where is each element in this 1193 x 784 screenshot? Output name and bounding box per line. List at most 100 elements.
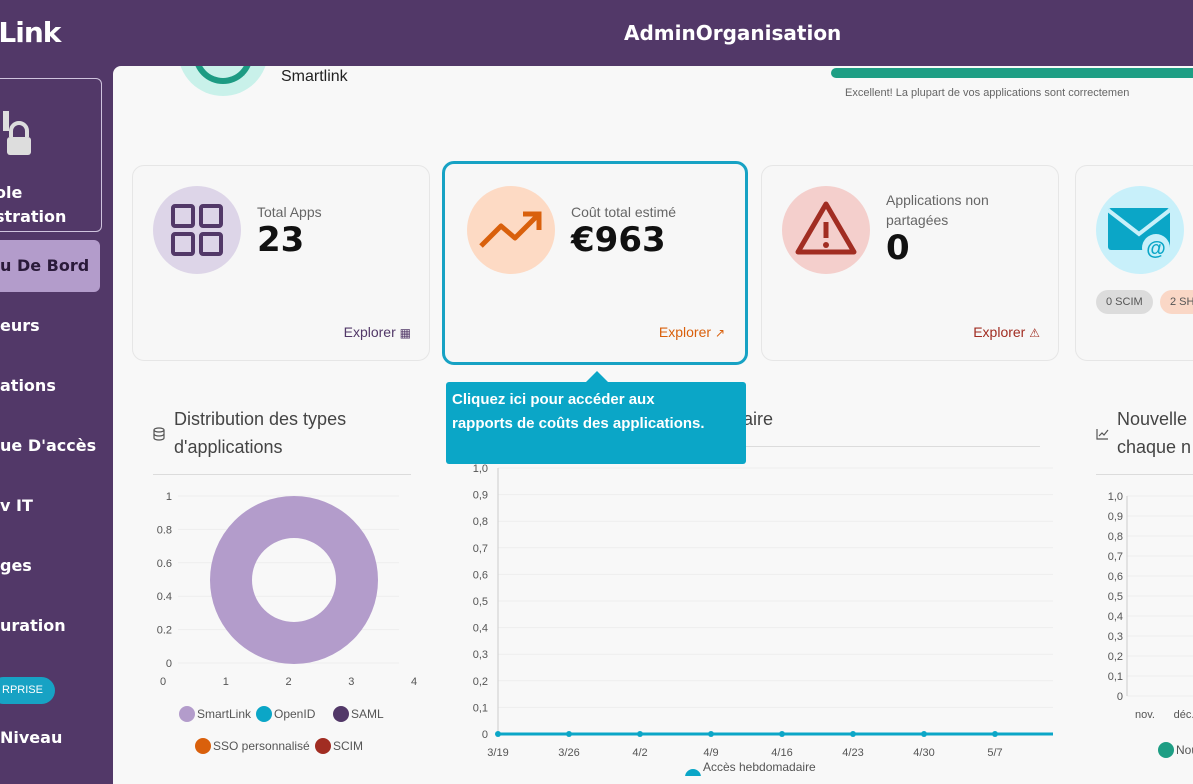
distribution-chart-title: Distribution des types d'applications xyxy=(174,409,347,457)
x-tick-label: 3/26 xyxy=(558,747,579,759)
sidebar-item-access-history[interactable]: ue D'accès xyxy=(0,436,97,455)
y-tick-label: 0,6 xyxy=(1108,571,1123,583)
sidebar: ole stration u De Bord eurs ations ue D'a… xyxy=(0,66,113,784)
trending-up-icon xyxy=(479,211,542,248)
distribution-chart: 0 0.2 0.4 0.6 0.8 1 0 1 2 3 4 SmartLink OpenID SAML SS… xyxy=(157,491,417,754)
y-tick-label: 0,4 xyxy=(1108,611,1123,623)
grid-small-icon: ▦ xyxy=(399,326,411,340)
y-tick-label: 0 xyxy=(1117,691,1123,703)
legend-marker xyxy=(315,738,331,754)
y-tick-label: 0,3 xyxy=(1108,631,1123,643)
y-tick-label: 0,6 xyxy=(473,569,488,581)
y-tick-label: 1,0 xyxy=(473,463,488,475)
legend-marker xyxy=(179,706,195,722)
y-tick-label: 0,1 xyxy=(1108,671,1123,683)
y-tick-label: 0,2 xyxy=(1108,651,1123,663)
x-tick-label: 2 xyxy=(285,676,291,688)
new-apps-chart: 0 0,1 0,2 0,3 0,4 0,5 0,6 0,7 0,8 0,9 1,0 nov. déc. N… xyxy=(1108,491,1193,758)
unshared-apps-card[interactable]: Applications non partagées 0 Explorer ⚠ xyxy=(761,165,1059,361)
health-progress-bar xyxy=(831,68,1193,78)
divider xyxy=(153,474,411,475)
unshared-apps-value: 0 xyxy=(886,228,910,268)
y-tick-label: 0,9 xyxy=(1108,511,1123,523)
unshared-apps-label: Applications non partagées xyxy=(886,192,989,228)
x-tick-label: déc. xyxy=(1174,709,1193,721)
grid-icon xyxy=(171,204,223,256)
unshared-apps-explore-link[interactable]: Explorer ⚠ xyxy=(973,324,1040,340)
legend-label: SSO personnalisé xyxy=(213,739,310,753)
data-point xyxy=(850,731,856,737)
legend-marker xyxy=(256,706,272,722)
sidebar-item-users[interactable]: eurs xyxy=(0,316,40,335)
y-tick-label: 0,4 xyxy=(473,623,488,635)
sidebar-item-messages[interactable]: ges xyxy=(0,556,32,575)
total-cost-card[interactable]: Coût total estimé €963 Explorer ↗ xyxy=(442,161,748,365)
provisioning-card[interactable]: @ 0 SCIM 2 SH xyxy=(1075,165,1193,361)
y-tick-label: 0.2 xyxy=(157,625,172,637)
x-tick-label: 3 xyxy=(348,676,354,688)
y-tick-label: 0,5 xyxy=(473,596,488,608)
lock-icon xyxy=(3,111,31,155)
y-tick-label: 1,0 xyxy=(1108,491,1123,503)
total-apps-explore-link[interactable]: Explorer ▦ xyxy=(343,324,411,340)
x-tick-label: 4/30 xyxy=(913,747,934,759)
warning-icon-circle xyxy=(782,186,870,274)
legend-marker xyxy=(1158,742,1174,758)
warning-small-icon: ⚠ xyxy=(1029,326,1040,340)
legend-marker xyxy=(685,769,701,776)
legend-label: SmartLink xyxy=(197,707,252,721)
sidebar-item-shadow-it[interactable]: v IT xyxy=(0,496,33,515)
legend-marker xyxy=(333,706,349,722)
y-tick-label: 0 xyxy=(482,729,488,741)
mail-at-icon: @ xyxy=(1106,208,1172,262)
y-tick-label: 0,8 xyxy=(473,516,488,528)
tooltip-text: Cliquez ici pour accéder aux rapports de… xyxy=(452,391,705,432)
y-tick-label: 0 xyxy=(166,658,172,670)
line-chart-icon xyxy=(1096,429,1109,440)
database-icon xyxy=(153,427,165,441)
data-point xyxy=(921,731,927,737)
svg-text:@: @ xyxy=(1146,238,1166,260)
y-tick-label: 0,8 xyxy=(1108,531,1123,543)
data-point xyxy=(708,731,714,737)
sidebar-item-dashboard[interactable]: u De Bord xyxy=(0,240,100,292)
app-title: AdminOrganisation xyxy=(624,21,842,45)
y-tick-label: 0,3 xyxy=(473,649,488,661)
enterprise-badge[interactable]: RPRISE xyxy=(0,677,55,704)
total-cost-explore-link[interactable]: Explorer ↗ xyxy=(658,324,725,340)
total-cost-value: €963 xyxy=(571,220,666,260)
grid-icon-circle xyxy=(153,186,241,274)
legend-label: Nou xyxy=(1176,743,1193,757)
mail-icon-circle: @ xyxy=(1096,186,1184,274)
y-tick-label: 0.6 xyxy=(157,558,172,570)
sidebar-item-configuration[interactable]: uration xyxy=(0,616,66,635)
y-tick-label: 0,9 xyxy=(473,490,488,502)
sidebar-item-applications[interactable]: ations xyxy=(0,376,56,395)
legend-label: SCIM xyxy=(333,739,363,753)
legend-label: SAML xyxy=(351,707,384,721)
x-tick-label: 4/2 xyxy=(632,747,647,759)
trend-icon-circle xyxy=(467,186,555,274)
total-apps-card[interactable]: Total Apps 23 Explorer ▦ xyxy=(132,165,430,361)
divider xyxy=(1096,474,1193,475)
data-point xyxy=(495,731,501,737)
weekly-access-chart: 0 0,1 0,2 0,3 0,4 0,5 0,6 0,7 0,8 0,9 1,0 3/19 3/26 4… xyxy=(473,463,1053,776)
sso-badge: 2 SH xyxy=(1160,290,1193,314)
sidebar-item-upgrade[interactable]: Niveau xyxy=(0,728,63,747)
legend-marker xyxy=(195,738,211,754)
y-tick-label: 0,7 xyxy=(473,543,488,555)
y-tick-label: 0.4 xyxy=(157,591,172,603)
new-apps-chart-title: Nouvelle chaque n xyxy=(1117,409,1192,457)
app-logo[interactable]: tLink xyxy=(0,16,61,49)
y-tick-label: 0,2 xyxy=(473,676,488,688)
data-point xyxy=(992,731,998,737)
admin-console-button[interactable]: ole stration xyxy=(0,78,102,232)
legend-label: OpenID xyxy=(274,707,316,721)
y-tick-label: 0,1 xyxy=(473,702,488,714)
x-tick-label: 4/23 xyxy=(842,747,863,759)
x-tick-label: 4/9 xyxy=(703,747,718,759)
y-tick-label: 0,5 xyxy=(1108,591,1123,603)
legend-label: Accès hebdomadaire xyxy=(703,760,816,774)
cost-report-tooltip[interactable]: Cliquez ici pour accéder aux rapports de… xyxy=(446,382,746,464)
y-tick-label: 0.8 xyxy=(157,524,172,536)
